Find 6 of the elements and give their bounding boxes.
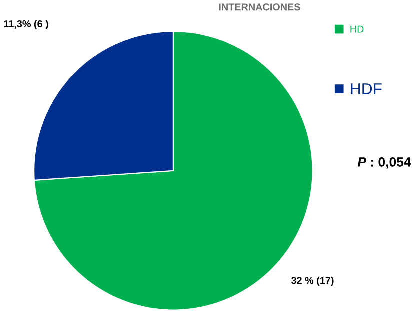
data-label: 32 % (17)	[291, 276, 334, 286]
legend-label: HD	[350, 26, 364, 33]
legend-label: HDF	[351, 84, 382, 95]
text: P : 0,054	[358, 158, 412, 169]
data-label: 11,3% (6 )	[4, 20, 48, 30]
chart-title: INTERNACIONES	[219, 4, 300, 11]
